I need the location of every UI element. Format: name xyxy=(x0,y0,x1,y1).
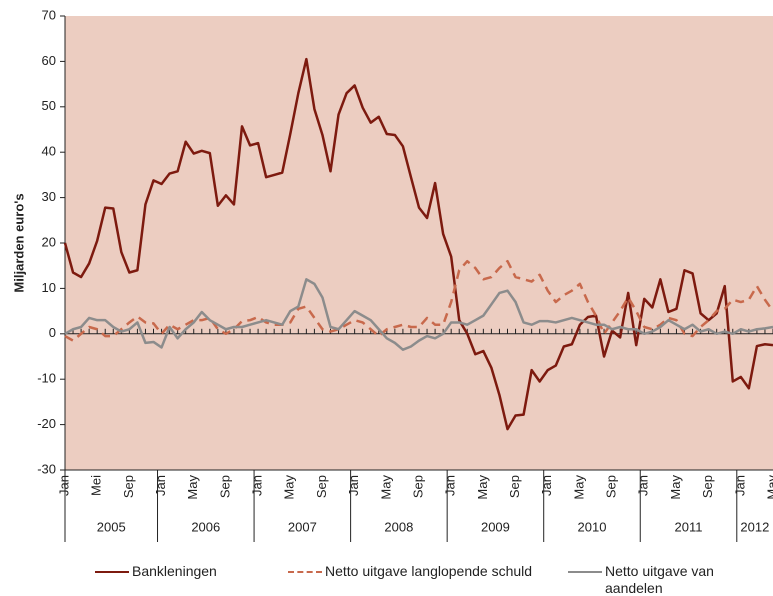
y-tick-label: -30 xyxy=(37,461,56,476)
year-label: 2005 xyxy=(97,519,126,534)
x-tick-label: Sep xyxy=(604,475,619,498)
x-tick-label: May xyxy=(571,475,586,500)
y-tick-label: -10 xyxy=(37,371,56,386)
legend-label: Bankleningen xyxy=(132,563,217,579)
y-tick-label: 0 xyxy=(49,325,56,340)
y-tick-label: 50 xyxy=(42,98,56,113)
x-tick-label: Jan xyxy=(346,475,361,496)
x-tick-label: May xyxy=(764,475,773,500)
y-tick-label: 60 xyxy=(42,53,56,68)
x-tick-label: Jan xyxy=(636,475,651,496)
legend-label: Netto uitgave langlopende schuld xyxy=(325,563,533,579)
x-tick-label: Jan xyxy=(539,475,554,496)
year-label: 2009 xyxy=(481,519,510,534)
x-tick-label: May xyxy=(282,475,297,500)
x-tick-label: Sep xyxy=(217,475,232,498)
x-tick-label: Sep xyxy=(121,475,136,498)
x-tick-label: Jan xyxy=(56,475,71,496)
year-label: 2008 xyxy=(384,519,413,534)
x-tick-label: May xyxy=(475,475,490,500)
y-tick-label: 30 xyxy=(42,189,56,204)
x-tick-label: Sep xyxy=(314,475,329,498)
x-tick-label: May xyxy=(668,475,683,500)
year-label: 2012 xyxy=(740,519,769,534)
legend-swatch xyxy=(95,571,129,573)
x-tick-label: Jan xyxy=(250,475,265,496)
x-tick-label: Jan xyxy=(732,475,747,496)
y-tick-label: -20 xyxy=(37,416,56,431)
y-axis-label: Miljarden euro's xyxy=(11,193,26,292)
x-tick-label: Jan xyxy=(443,475,458,496)
legend-label: Netto uitgave van aandelen xyxy=(605,563,714,596)
year-label: 2010 xyxy=(578,519,607,534)
plot-area xyxy=(65,16,773,470)
x-tick-label: May xyxy=(185,475,200,500)
series-line xyxy=(64,278,773,351)
y-tick-label: 20 xyxy=(42,234,56,249)
x-tick-label: Jan xyxy=(153,475,168,496)
year-label: 2011 xyxy=(675,519,703,534)
legend-swatch xyxy=(288,571,322,573)
series-line xyxy=(63,57,773,431)
y-tick-label: 70 xyxy=(42,7,56,22)
y-tick-label: 10 xyxy=(42,280,56,295)
x-tick-label: Sep xyxy=(410,475,425,498)
x-tick-label: Mei xyxy=(89,475,104,496)
x-tick-label: Sep xyxy=(507,475,522,498)
legend-swatch xyxy=(568,571,602,573)
y-tick-label: 40 xyxy=(42,144,56,159)
x-tick-label: May xyxy=(378,475,393,500)
x-tick-label: Sep xyxy=(700,475,715,498)
year-label: 2007 xyxy=(288,519,317,534)
year-label: 2006 xyxy=(191,519,220,534)
chart: Miljarden euro's -30 -20 -10 0 10 20 30 40 50 60 7… xyxy=(11,7,773,542)
